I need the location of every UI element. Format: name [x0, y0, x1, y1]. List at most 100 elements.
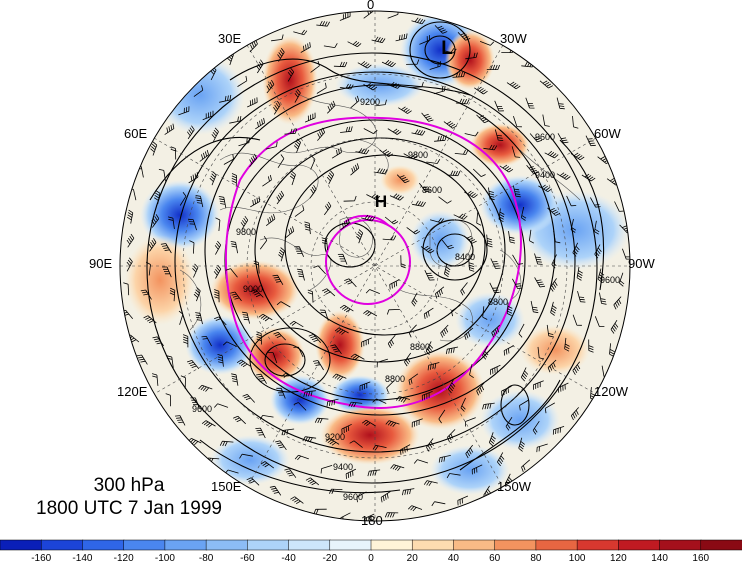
wind-barb	[281, 372, 296, 379]
wind-barb	[572, 242, 580, 257]
wind-barb	[193, 85, 204, 97]
wind-barb	[372, 398, 387, 404]
colorbar-tick-label: 160	[692, 553, 709, 561]
wind-barb	[160, 243, 172, 254]
wind-barb	[309, 184, 317, 199]
wind-barb	[259, 235, 268, 250]
wind-barb	[464, 190, 478, 199]
contour-label: 9000	[243, 284, 263, 294]
wind-barb	[447, 429, 456, 443]
wind-barb	[576, 266, 583, 281]
longitude-label-150e: 150E	[211, 479, 242, 494]
wind-barb	[499, 164, 514, 173]
wind-barb	[597, 268, 605, 283]
wind-barb	[215, 217, 221, 232]
contour-label: 9200	[325, 432, 345, 442]
wind-barb	[581, 173, 596, 182]
wind-barb	[170, 146, 177, 160]
longitude-label-150w: 150W	[497, 479, 531, 494]
wind-barb	[186, 125, 195, 140]
wind-barb	[355, 148, 370, 155]
wind-barb	[278, 247, 285, 262]
wind-barb	[483, 144, 498, 151]
wind-barb	[314, 417, 329, 424]
wind-barb	[238, 137, 250, 147]
contour-label: 9800	[408, 150, 428, 160]
wind-barb	[289, 170, 296, 186]
wind-barb	[406, 227, 421, 235]
wind-barb	[494, 129, 504, 141]
wind-barb	[250, 289, 264, 298]
contour-label: 9400	[333, 462, 353, 472]
wind-barb	[570, 218, 577, 233]
wind-barb	[585, 135, 596, 147]
wind-barb	[250, 196, 261, 208]
wind-barb	[350, 95, 360, 109]
wind-barb	[293, 346, 304, 358]
wind-barb	[534, 253, 543, 265]
wind-barb	[442, 48, 457, 54]
shading-blobs	[125, 12, 630, 495]
meridians	[120, 11, 630, 521]
wind-barb	[348, 401, 363, 408]
wind-barb	[521, 459, 531, 472]
wind-barb	[400, 444, 411, 455]
wind-barb	[179, 191, 187, 206]
wind-barb	[219, 94, 232, 103]
colorbar-box	[535, 539, 578, 551]
contour-label: 9600	[343, 492, 363, 502]
colorbar-box	[576, 539, 620, 551]
wind-barb	[408, 324, 417, 338]
wind-barbs	[120, 11, 630, 521]
wind-barb	[371, 36, 386, 43]
colorbar-box	[329, 539, 372, 551]
wind-barb	[453, 213, 468, 220]
wind-barb	[403, 153, 418, 160]
wind-barb	[366, 193, 381, 200]
wind-barb	[316, 82, 327, 94]
wind-barb	[532, 420, 540, 435]
wind-barb	[506, 302, 513, 316]
wind-barb	[553, 230, 561, 244]
wind-barb	[333, 61, 348, 68]
wind-barb	[273, 100, 281, 115]
wind-barb	[547, 207, 561, 216]
wind-barb	[373, 168, 388, 175]
wind-barb	[123, 282, 130, 296]
wind-barb	[201, 420, 216, 428]
wind-barb	[145, 261, 151, 276]
wind-barb	[498, 208, 505, 223]
wind-barb	[240, 215, 249, 230]
colorbar-tick-label: -20	[323, 553, 338, 561]
wind-barb	[465, 52, 478, 60]
wind-barb	[357, 61, 372, 69]
wind-barb	[193, 287, 201, 302]
wind-barb	[284, 226, 295, 239]
wind-barb	[347, 40, 362, 48]
colorbar-tick-label: -140	[72, 553, 92, 561]
pressure-level-caption: 300 hPa	[93, 475, 165, 496]
wind-barb	[549, 278, 558, 292]
wind-barb	[363, 11, 373, 19]
wind-barb	[594, 316, 605, 327]
wind-barb	[512, 278, 523, 289]
wind-barb	[471, 464, 483, 475]
wind-barb	[266, 79, 275, 94]
wind-barb	[438, 196, 452, 204]
wind-barb	[150, 141, 158, 156]
high-center-label: H	[375, 192, 387, 211]
wind-barb	[153, 190, 161, 205]
longitude-label-120e: 120E	[117, 384, 148, 399]
wind-barb	[421, 112, 434, 122]
wind-barb	[482, 345, 489, 360]
wind-barb	[151, 214, 160, 228]
wind-barb	[384, 216, 399, 225]
wind-barb	[594, 244, 602, 259]
wind-barb	[294, 454, 309, 461]
wind-barb	[195, 312, 203, 325]
wind-barb	[464, 131, 479, 137]
wind-barb	[411, 17, 426, 25]
contour-label: 9800	[236, 227, 256, 237]
wind-barb	[249, 153, 258, 167]
wind-barb	[201, 336, 212, 347]
